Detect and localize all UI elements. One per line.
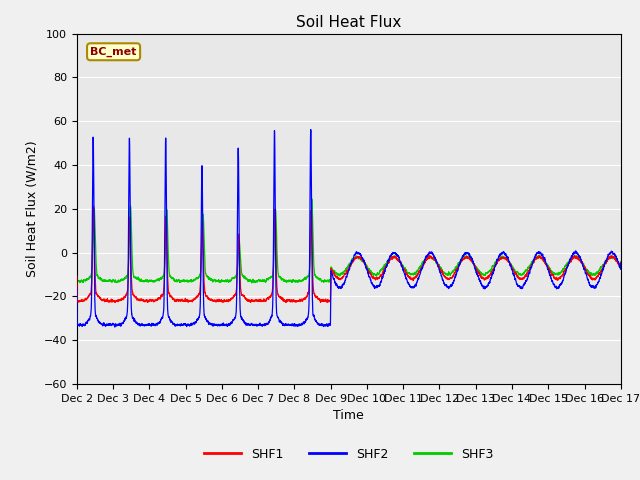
Text: BC_met: BC_met <box>90 47 137 57</box>
Legend: SHF1, SHF2, SHF3: SHF1, SHF2, SHF3 <box>199 443 499 466</box>
Y-axis label: Soil Heat Flux (W/m2): Soil Heat Flux (W/m2) <box>25 141 38 277</box>
X-axis label: Time: Time <box>333 409 364 422</box>
Title: Soil Heat Flux: Soil Heat Flux <box>296 15 401 30</box>
